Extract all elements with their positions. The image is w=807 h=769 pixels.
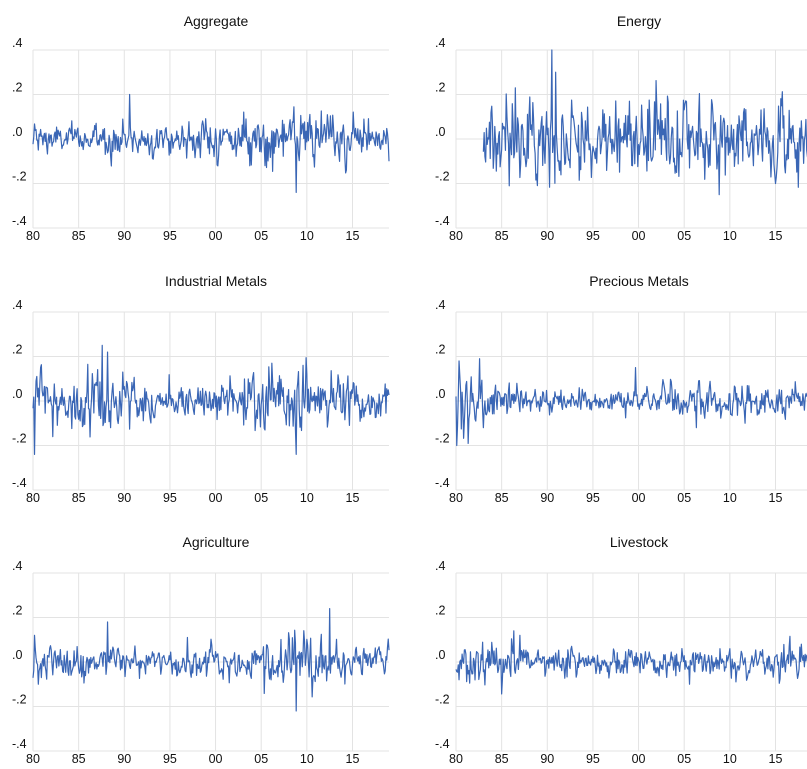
x-tick-label: 10 (300, 491, 314, 505)
y-tick-label: .0 (435, 648, 445, 662)
series-line (32, 93, 390, 193)
x-tick-label: 85 (72, 491, 86, 505)
x-tick-label: 90 (117, 752, 131, 766)
chart-title: Precious Metals (589, 273, 689, 289)
panel-industrial-metals: Industrial Metals .4 .2 .0 -.2 -.480 85 90 95 00 0… (12, 273, 390, 505)
x-tick-label: 95 (163, 491, 177, 505)
y-tick-label: -.2 (435, 432, 450, 446)
y-tick-label: .2 (435, 604, 445, 618)
x-tick-label: 95 (163, 229, 177, 243)
y-tick-label: -.4 (12, 214, 27, 228)
x-tick-label: 10 (300, 752, 314, 766)
x-tick-label: 15 (769, 752, 783, 766)
x-tick-label: 90 (540, 229, 554, 243)
x-tick-label: 05 (677, 491, 691, 505)
x-tick-label: 05 (254, 229, 268, 243)
x-tick-label: 15 (346, 229, 360, 243)
x-tick-label: 80 (449, 491, 463, 505)
x-tick-label: 90 (540, 752, 554, 766)
x-tick-label: 05 (254, 491, 268, 505)
panel-energy: Energy .4 .2 .0 -.2 -.480 85 90 95 00 05 10 15 (435, 13, 807, 243)
x-tick-label: 85 (495, 491, 509, 505)
x-tick-label: 80 (26, 491, 40, 505)
y-tick-label: .4 (435, 298, 445, 312)
x-tick-label: 00 (209, 491, 223, 505)
chart-title: Industrial Metals (165, 273, 267, 289)
x-tick-label: 95 (586, 491, 600, 505)
series-line (455, 358, 807, 447)
series-line (455, 630, 807, 695)
y-tick-label: .2 (12, 604, 22, 618)
x-tick-label: 80 (449, 752, 463, 766)
y-tick-label: .2 (435, 81, 445, 95)
y-tick-label: -.2 (12, 693, 27, 707)
y-tick-label: -.2 (435, 170, 450, 184)
x-tick-label: 10 (723, 491, 737, 505)
x-tick-label: 90 (117, 491, 131, 505)
y-tick-label: .0 (12, 125, 22, 139)
y-tick-label: .2 (12, 343, 22, 357)
series-line (32, 344, 390, 455)
x-tick-label: 05 (677, 752, 691, 766)
x-tick-label: 10 (723, 752, 737, 766)
panel-agriculture: Agriculture .4 .2 .0 -.2 -.480 85 90 95 00 05 10 15 (12, 534, 390, 766)
y-tick-label: -.2 (12, 432, 27, 446)
x-tick-label: 15 (769, 491, 783, 505)
chart-title: Livestock (610, 534, 669, 550)
x-tick-label: 05 (677, 229, 691, 243)
series-line (482, 49, 807, 196)
x-tick-label: 85 (495, 752, 509, 766)
y-tick-label: -.4 (12, 737, 27, 751)
x-tick-label: 05 (254, 752, 268, 766)
x-tick-label: 00 (632, 752, 646, 766)
series-line (32, 608, 390, 712)
y-tick-label: -.4 (12, 476, 27, 490)
x-tick-label: 10 (723, 229, 737, 243)
x-tick-label: 90 (540, 491, 554, 505)
chart-title: Energy (617, 13, 661, 29)
panel-aggregate: Aggregate .4 .2 .0 -.2 -.480 85 90 95 00 05 10 15 (12, 13, 390, 243)
x-tick-label: 00 (209, 752, 223, 766)
y-tick-label: .2 (12, 81, 22, 95)
y-tick-label: .0 (435, 387, 445, 401)
x-tick-label: 85 (495, 229, 509, 243)
x-tick-label: 95 (163, 752, 177, 766)
x-tick-label: 80 (449, 229, 463, 243)
x-tick-label: 15 (346, 752, 360, 766)
x-tick-label: 85 (72, 752, 86, 766)
y-tick-label: -.4 (435, 214, 450, 228)
y-tick-label: -.4 (435, 737, 450, 751)
y-tick-label: .4 (12, 559, 22, 573)
x-tick-label: 95 (586, 229, 600, 243)
y-tick-label: -.2 (12, 170, 27, 184)
x-tick-label: 95 (586, 752, 600, 766)
y-tick-label: .4 (12, 298, 22, 312)
y-tick-label: -.2 (435, 693, 450, 707)
x-tick-label: 85 (72, 229, 86, 243)
x-tick-label: 00 (632, 229, 646, 243)
y-tick-label: .0 (12, 648, 22, 662)
x-tick-label: 00 (209, 229, 223, 243)
x-tick-label: 10 (300, 229, 314, 243)
panel-livestock: Livestock .4 .2 .0 -.2 -.480 85 90 95 00 05 10 15 (435, 534, 807, 766)
y-tick-label: -.4 (435, 476, 450, 490)
x-tick-label: 15 (769, 229, 783, 243)
x-tick-label: 80 (26, 752, 40, 766)
x-tick-label: 00 (632, 491, 646, 505)
y-tick-label: .2 (435, 343, 445, 357)
y-tick-label: .4 (435, 36, 445, 50)
x-tick-label: 15 (346, 491, 360, 505)
x-tick-label: 80 (26, 229, 40, 243)
y-tick-label: .0 (12, 387, 22, 401)
y-tick-label: .0 (435, 125, 445, 139)
y-tick-label: .4 (12, 36, 22, 50)
x-tick-label: 90 (117, 229, 131, 243)
chart-title: Agriculture (183, 534, 250, 550)
panel-precious-metals: Precious Metals .4 .2 .0 -.2 -.480 85 90 95 00 05 1… (435, 273, 807, 505)
chart-title: Aggregate (184, 13, 249, 29)
y-tick-label: .4 (435, 559, 445, 573)
